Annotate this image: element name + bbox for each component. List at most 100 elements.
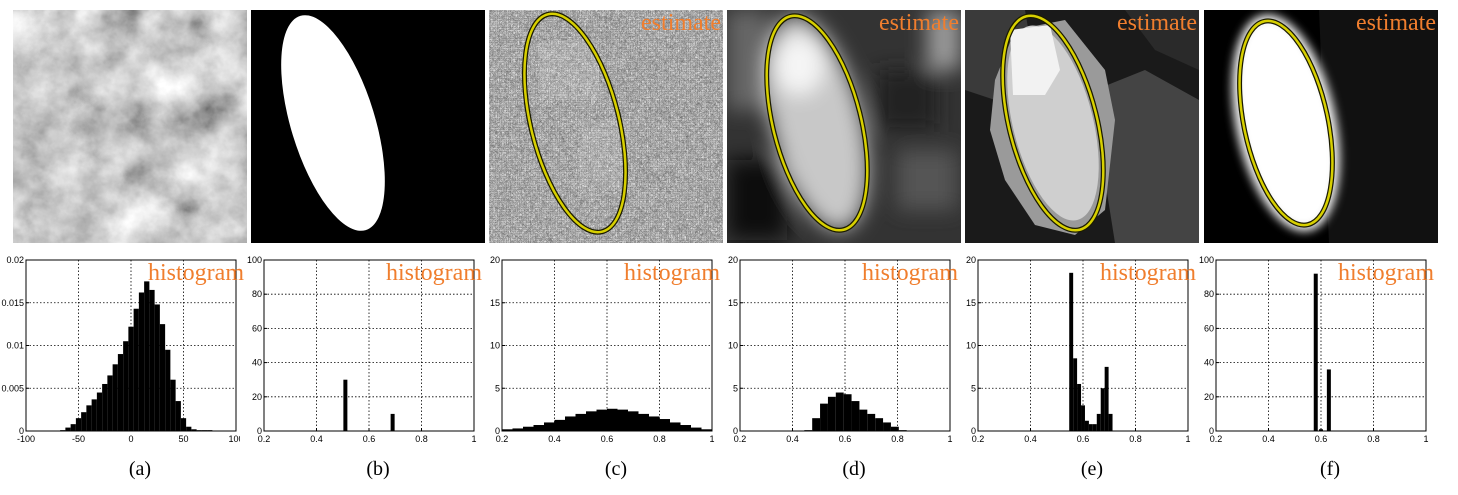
y-tick-label: 80 <box>1204 289 1214 299</box>
y-tick-label: 40 <box>252 358 262 368</box>
y-tick-label: 15 <box>728 298 738 308</box>
caption-d: (d) <box>824 458 884 481</box>
x-tick-label: 0.4 <box>310 434 323 444</box>
histogram-bar <box>81 412 86 431</box>
histogram-bar <box>1093 424 1097 431</box>
y-tick-label: 0.01 <box>6 341 24 351</box>
histogram-bar <box>883 422 891 431</box>
histogram-bar <box>607 409 618 431</box>
x-tick-label: 0.6 <box>839 434 852 444</box>
y-tick-label: 0 <box>257 426 262 436</box>
histogram-d: 0.2 0.4 0.6 0.8 1 0 5 10 15 20 histogram <box>714 252 954 452</box>
histogram-bar <box>555 420 566 431</box>
histogram-bar <box>176 401 181 431</box>
y-tick-label: 15 <box>966 298 976 308</box>
histogram-bar <box>576 414 587 431</box>
y-tick-label: 0 <box>495 426 500 436</box>
histogram-bar <box>343 380 347 431</box>
histogram-bar <box>149 290 154 431</box>
histogram-bar <box>597 410 608 431</box>
y-tick-label: 20 <box>252 392 262 402</box>
histogram-label-d: histogram <box>862 260 958 287</box>
histogram-bar <box>852 401 860 431</box>
histogram-bar <box>102 384 107 431</box>
histogram-bar <box>523 427 534 431</box>
x-tick-label: 50 <box>178 434 188 444</box>
y-tick-label: 60 <box>252 323 262 333</box>
caption-a: (a) <box>110 458 170 481</box>
histogram-bar <box>123 341 128 431</box>
histogram-bar <box>691 428 702 431</box>
histogram-bar <box>1073 358 1077 431</box>
histogram-bar <box>544 422 555 431</box>
y-tick-label: 0.02 <box>6 255 24 265</box>
histogram-bar <box>844 394 852 431</box>
histogram-label-b: histogram <box>386 260 482 287</box>
histogram-label-e: histogram <box>1100 260 1196 287</box>
histogram-bar <box>391 414 395 431</box>
x-tick-label: 0.4 <box>1262 434 1275 444</box>
y-tick-label: 60 <box>1204 323 1214 333</box>
y-tick-label: 0.005 <box>1 383 24 393</box>
histogram-b: 0.2 0.4 0.6 0.8 1 0 20 40 60 80 100 histogram <box>238 252 478 452</box>
histogram-bar <box>867 414 875 431</box>
y-tick-label: 10 <box>490 341 500 351</box>
histogram-bar <box>97 393 102 431</box>
histogram-bar <box>1327 369 1331 431</box>
histogram-bar <box>186 427 191 431</box>
image-f-estimate: estimate <box>1204 10 1438 243</box>
histogram-bar <box>820 404 828 431</box>
y-tick-label: 80 <box>252 289 262 299</box>
x-tick-label: 0.8 <box>653 434 666 444</box>
histogram-bar <box>118 354 123 431</box>
histogram-bar <box>859 410 867 431</box>
histogram-bar <box>828 397 836 431</box>
x-tick-label: 0.6 <box>363 434 376 444</box>
histogram-bar <box>1314 274 1318 431</box>
histogram-bar <box>1085 421 1089 431</box>
histogram-bar <box>65 428 70 431</box>
y-tick-label: 10 <box>966 341 976 351</box>
histogram-bar <box>165 350 170 431</box>
x-tick-label: 0 <box>128 434 133 444</box>
histogram-bar <box>534 425 545 431</box>
y-tick-label: 20 <box>728 255 738 265</box>
y-tick-label: 0 <box>733 426 738 436</box>
histogram-bar <box>649 416 660 431</box>
histogram-bar <box>1101 388 1105 431</box>
y-tick-label: 20 <box>966 255 976 265</box>
histogram-f: 0.2 0.4 0.6 0.8 1 0 20 40 60 80 100 histogram <box>1190 252 1430 452</box>
histogram-bar <box>92 399 97 431</box>
histogram-bar <box>1105 367 1109 431</box>
caption-b: (b) <box>348 458 408 481</box>
y-tick-label: 40 <box>1204 358 1214 368</box>
histogram-label-a: histogram <box>148 260 244 287</box>
image-d-estimate: estimate <box>727 10 961 243</box>
estimate-label-e: estimate <box>1117 10 1197 36</box>
x-tick-label: 1 <box>1423 434 1428 444</box>
histogram-bar <box>71 424 76 431</box>
x-tick-label: 0.8 <box>1367 434 1380 444</box>
histogram-bar <box>639 414 650 431</box>
histogram-bar <box>1109 414 1113 431</box>
histogram-bar <box>1069 273 1073 431</box>
x-tick-label: -50 <box>72 434 85 444</box>
y-tick-label: 5 <box>495 383 500 393</box>
histogram-bar <box>86 405 91 431</box>
histogram-bar <box>144 281 149 431</box>
x-tick-label: 0.4 <box>548 434 561 444</box>
y-tick-label: 0 <box>1209 426 1214 436</box>
y-tick-label: 15 <box>490 298 500 308</box>
histogram-a: -100-5005010000.0050.010.0150.02 histogr… <box>0 252 240 452</box>
histogram-bar <box>107 375 112 431</box>
y-tick-label: 5 <box>971 383 976 393</box>
x-tick-label: 0.8 <box>891 434 904 444</box>
x-tick-label: 0.8 <box>1129 434 1142 444</box>
histogram-bar <box>618 410 629 431</box>
histogram-bar <box>139 292 144 431</box>
y-tick-label: 0 <box>19 426 24 436</box>
y-tick-label: 20 <box>1204 392 1214 402</box>
histogram-bar <box>160 324 165 431</box>
histogram-bar <box>155 304 160 431</box>
image-a-noise-field <box>13 10 247 243</box>
